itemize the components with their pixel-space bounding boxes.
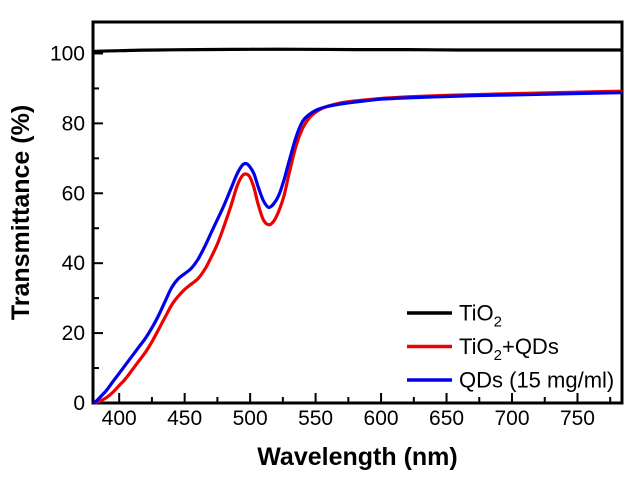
y-tick-label: 100 xyxy=(50,42,85,65)
plot-frame xyxy=(91,20,624,405)
y-axis-title: Transmittance (%) xyxy=(7,105,35,320)
x-tick-label: 750 xyxy=(560,407,595,430)
legend-label: TiO2+QDs xyxy=(459,334,559,364)
y-axis-ticks xyxy=(94,52,103,404)
x-tick-label: 500 xyxy=(233,407,268,430)
x-axis-ticks xyxy=(118,393,612,402)
plot-border xyxy=(91,20,624,405)
legend-label: QDs (15 mg/ml) xyxy=(459,368,614,393)
y-tick-label: 60 xyxy=(62,182,85,205)
x-tick-label: 550 xyxy=(298,407,333,430)
series-line-qds-15-mg-ml- xyxy=(92,91,623,405)
y-tick-label: 40 xyxy=(62,252,85,275)
series-lines xyxy=(92,47,623,405)
x-tick-label: 600 xyxy=(364,407,399,430)
series-line-tio2 xyxy=(92,47,623,53)
legend-label: TiO2 xyxy=(459,301,502,331)
x-axis-title: Wavelength (nm) xyxy=(257,443,457,471)
y-tick-label: 0 xyxy=(73,392,85,415)
x-axis-tick-labels: 400 450 500 550 600 650 700 750 xyxy=(102,407,595,430)
x-tick-label: 700 xyxy=(494,407,529,430)
y-axis-tick-labels: 0 20 40 60 80 100 xyxy=(50,42,85,415)
y-tick-label: 20 xyxy=(62,322,85,345)
x-tick-label: 450 xyxy=(167,407,202,430)
x-tick-label: 400 xyxy=(102,407,137,430)
x-tick-label: 650 xyxy=(429,407,464,430)
y-tick-label: 80 xyxy=(62,112,85,135)
